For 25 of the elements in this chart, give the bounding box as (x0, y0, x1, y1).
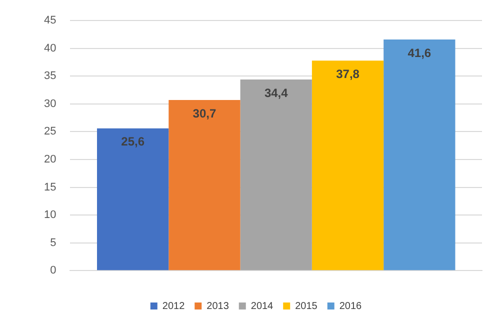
bar (168, 100, 240, 270)
y-tick-label: 40 (44, 42, 56, 54)
y-tick-label: 45 (44, 14, 56, 27)
y-tick-label: 20 (44, 154, 56, 166)
y-tick-label: 25 (44, 126, 56, 138)
legend-label: 2013 (206, 300, 230, 312)
y-tick-label: 35 (44, 70, 56, 82)
y-tick-label: 15 (44, 181, 56, 194)
data-label: 25,6 (121, 134, 145, 149)
y-tick-label: 0 (50, 264, 56, 277)
legend-label: 2015 (295, 300, 318, 312)
legend-label: 2016 (339, 300, 362, 312)
data-label: 37,8 (336, 66, 360, 81)
data-label: 34,4 (264, 86, 288, 100)
legend-label: 2014 (250, 300, 274, 312)
legend-label: 2012 (162, 300, 186, 312)
y-tick-label: 10 (44, 209, 56, 222)
bar (97, 128, 169, 270)
data-label: 30,7 (192, 106, 216, 120)
bar (240, 79, 312, 270)
data-label: 41,6 (408, 46, 432, 60)
bar (384, 39, 456, 270)
y-tick-label: 5 (50, 236, 56, 249)
y-tick-label: 30 (44, 98, 56, 110)
bar (312, 60, 384, 270)
